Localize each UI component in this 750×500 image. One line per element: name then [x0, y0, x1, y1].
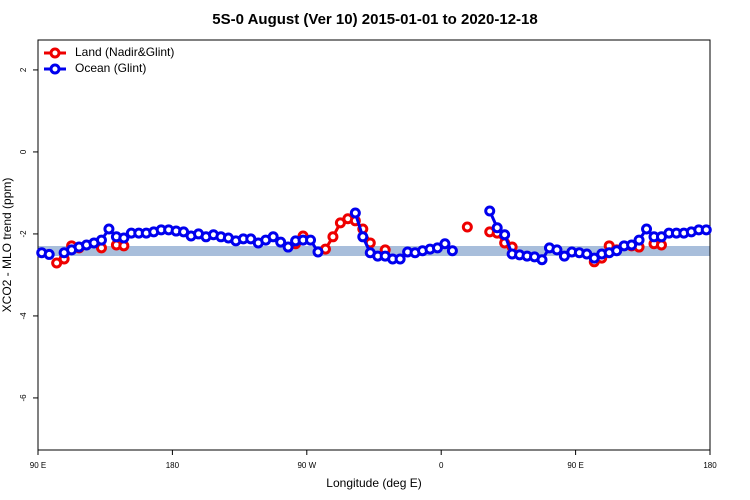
legend-marker [49, 63, 61, 75]
data-point [626, 239, 638, 251]
x-tick-label: 90 W [297, 461, 316, 470]
data-point [349, 207, 361, 219]
data-point [118, 232, 130, 244]
data-point [633, 234, 645, 246]
data-point [439, 238, 451, 250]
legend-label: Ocean (Glint) [75, 61, 146, 75]
plot-frame [37, 39, 711, 451]
data-point [499, 229, 511, 241]
y-tick-label: -6 [19, 394, 28, 402]
x-tick-label: 0 [439, 461, 444, 470]
x-tick-label: 90 E [567, 461, 583, 470]
data-point [446, 245, 458, 257]
data-point [327, 231, 339, 243]
data-point [95, 234, 107, 246]
y-tick-label: 0 [19, 149, 28, 154]
data-point [700, 224, 712, 236]
x-tick-label: 180 [166, 461, 180, 470]
data-point [394, 253, 406, 265]
x-tick-label: 90 E [30, 461, 46, 470]
data-point [43, 248, 55, 260]
data-point [275, 236, 287, 248]
data-point [551, 244, 563, 256]
chart-title: 5S-0 August (Ver 10) 2015-01-01 to 2020-… [212, 11, 537, 28]
data-point [641, 223, 653, 235]
data-point [611, 245, 623, 257]
data-point [461, 221, 473, 233]
data-point [357, 231, 369, 243]
data-point [282, 241, 294, 253]
data-point [484, 205, 496, 217]
data-point [491, 222, 503, 234]
y-tick-label: -2 [19, 230, 28, 238]
data-point [305, 234, 317, 246]
data-point [103, 223, 115, 235]
data-point [536, 254, 548, 266]
y-tick-label: -4 [19, 312, 28, 320]
x-tick-label: 180 [703, 461, 717, 470]
data-point [267, 231, 279, 243]
y-tick-label: 2 [19, 67, 28, 72]
legend-marker [49, 47, 61, 59]
x-axis-label: Longitude (deg E) [326, 476, 421, 490]
y-axis-label: XCO2 - MLO trend (ppm) [0, 178, 14, 313]
data-point [312, 246, 324, 258]
legend-label: Land (Nadir&Glint) [75, 45, 174, 59]
